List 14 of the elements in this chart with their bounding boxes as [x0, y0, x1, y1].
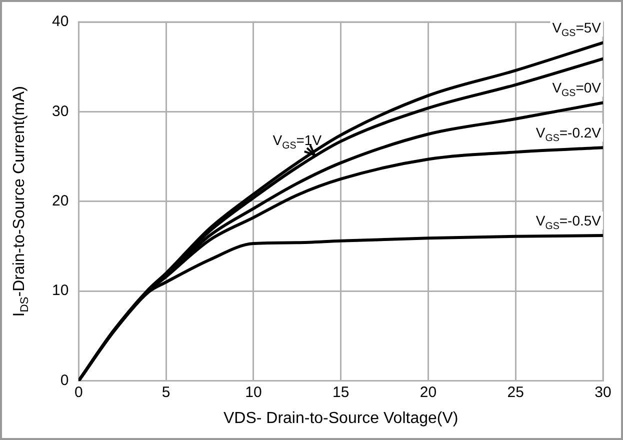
- x-tick-label: 15: [332, 384, 350, 401]
- x-axis-title: VDS- Drain-to-Source Voltage(V): [223, 410, 458, 427]
- y-tick-label: 30: [52, 102, 69, 120]
- y-tick-label: 0: [60, 372, 69, 389]
- x-tick-label: 30: [594, 384, 612, 401]
- y-axis-title: IDS-Drain-to-Source Current(mA): [11, 86, 31, 317]
- y-tick-label: 10: [52, 282, 69, 300]
- x-tick-label: 10: [245, 384, 262, 401]
- x-tick-label: 0: [74, 384, 83, 401]
- x-tick-label: 5: [162, 384, 170, 401]
- y-tick-label: 20: [52, 192, 69, 210]
- y-tick-label: 40: [52, 13, 69, 30]
- x-tick-label: 20: [420, 384, 437, 401]
- x-tick-label: 25: [507, 384, 524, 401]
